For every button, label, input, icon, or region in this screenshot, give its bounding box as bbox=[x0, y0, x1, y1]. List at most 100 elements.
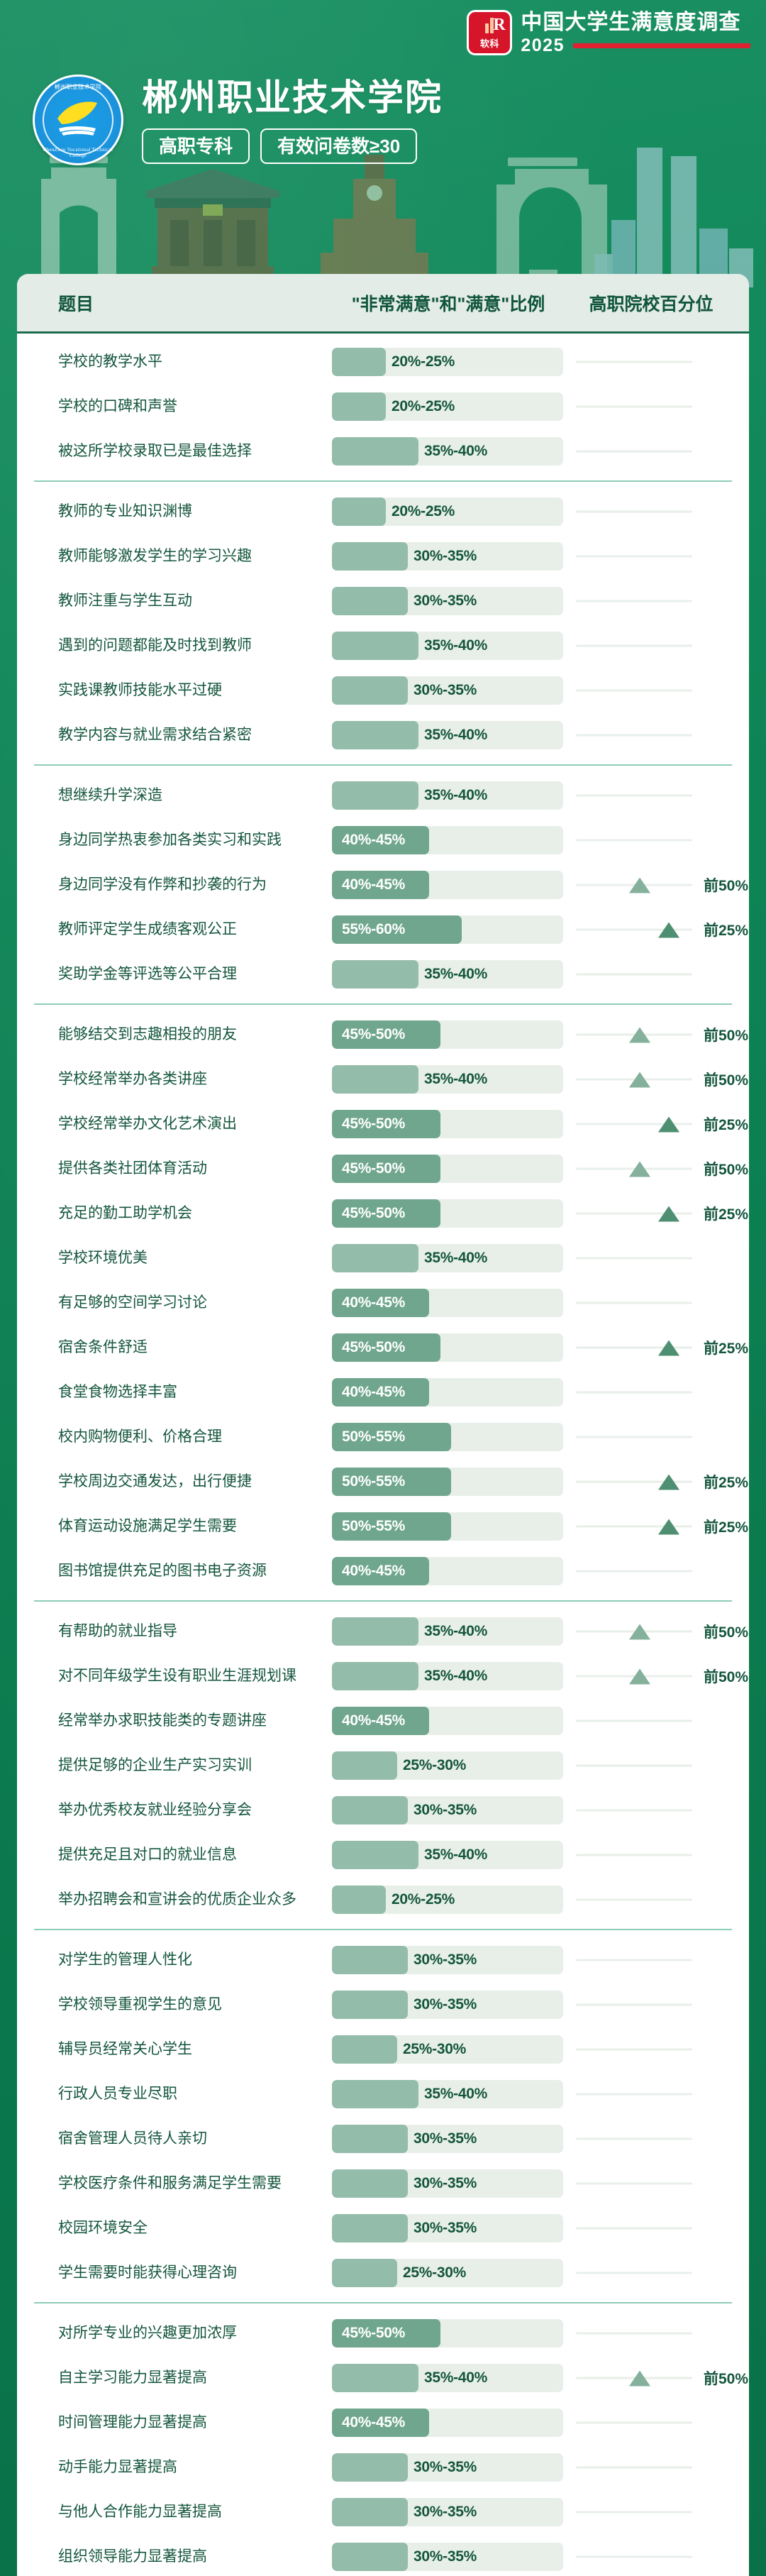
bar-track: 40%-45% bbox=[332, 825, 563, 854]
bar-value-label: 20%-25% bbox=[392, 502, 455, 519]
satisfaction-bar-cell: 35%-40% bbox=[332, 1661, 565, 1690]
bar-track: 25%-30% bbox=[332, 2258, 563, 2287]
satisfaction-bar-cell: 30%-35% bbox=[332, 2124, 565, 2153]
percentile-cell bbox=[565, 676, 749, 705]
bar-fill bbox=[332, 2169, 408, 2198]
bar-value-label: 30%-35% bbox=[413, 592, 477, 609]
question-label: 奖助学金等评选等公平合理 bbox=[58, 965, 237, 982]
seal-bottom-text: ChenZhou Vocational Technical College bbox=[43, 147, 113, 158]
bar-value-label: 40%-45% bbox=[342, 1383, 405, 1400]
percentile-line bbox=[576, 915, 692, 944]
satisfaction-bar-cell: 50%-55% bbox=[332, 1422, 565, 1451]
table-row: 教师注重与学生互动 30%-35% bbox=[17, 578, 749, 623]
question-group: 对学生的管理人性化 30%-35% 学校领导重视学生的意见 30%-35% 辅导员经常关… bbox=[17, 1929, 749, 2295]
bar-value-label: 35%-40% bbox=[424, 637, 487, 654]
question-label: 学校周边交通发达，出行便捷 bbox=[58, 1473, 252, 1490]
percentile-cell bbox=[565, 2259, 749, 2287]
bar-track: 45%-50% bbox=[332, 2318, 563, 2347]
satisfaction-bar-cell: 35%-40% bbox=[332, 720, 565, 749]
bar-track: 30%-35% bbox=[332, 1795, 563, 1824]
bar-fill bbox=[332, 1020, 440, 1049]
brand-text: 中国大学生满意度调查 2025 bbox=[521, 11, 750, 55]
percentile-cell bbox=[565, 1751, 749, 1780]
satisfaction-bar-cell: 50%-55% bbox=[332, 1512, 565, 1541]
question-label: 辅导员经常关心学生 bbox=[58, 2040, 192, 2057]
bar-value-label: 50%-55% bbox=[342, 1473, 405, 1490]
column-header-ratio: "非常满意"和"满意"比例 bbox=[351, 294, 545, 314]
bar-fill bbox=[332, 2079, 418, 2108]
bar-value-label: 35%-40% bbox=[424, 442, 487, 459]
table-row: 宿舍条件舒适 45%-50% 前25% bbox=[17, 1325, 749, 1370]
table-row: 学校周边交通发达，出行便捷 50%-55% 前25% bbox=[17, 1459, 749, 1504]
question-label: 有足够的空间学习讨论 bbox=[58, 1294, 207, 1311]
satisfaction-bar-cell: 20%-25% bbox=[332, 347, 565, 376]
satisfaction-bar-cell: 40%-45% bbox=[332, 1556, 565, 1585]
question-label: 图书馆提供充足的图书电子资源 bbox=[58, 1562, 267, 1579]
bar-value-label: 40%-45% bbox=[342, 2413, 405, 2431]
bar-value-label: 45%-50% bbox=[342, 1204, 405, 1221]
percentile-label: 前50% bbox=[704, 1072, 749, 1089]
satisfaction-bar-cell: 30%-35% bbox=[332, 676, 565, 705]
satisfaction-bar-cell: 30%-35% bbox=[332, 2213, 565, 2242]
bar-value-label: 30%-35% bbox=[413, 2219, 477, 2236]
percentile-marker-triangle-icon bbox=[658, 1205, 680, 1221]
school-text: 郴州职业技术学院 高职专科 有效问卷数≥30 bbox=[142, 75, 443, 164]
percentile-cell bbox=[565, 1244, 749, 1272]
table-row: 与他人合作能力显著提高 30%-35% bbox=[17, 2489, 749, 2534]
question-label: 想继续升学深造 bbox=[58, 786, 162, 803]
satisfaction-bar-cell: 30%-35% bbox=[332, 586, 565, 615]
table-row: 教师的专业知识渊博 20%-25% bbox=[17, 489, 749, 534]
bar-value-label: 25%-30% bbox=[403, 2264, 466, 2281]
bar-value-label: 35%-40% bbox=[424, 1622, 487, 1639]
table-row: 被这所学校录取已是最佳选择 35%-40% bbox=[17, 429, 749, 473]
percentile-cell bbox=[565, 1423, 749, 1451]
question-group: 学校的教学水平 20%-25% 学校的口碑和声誉 20%-25% 被这所学校录取已是最佳… bbox=[17, 339, 749, 473]
satisfaction-bar-cell: 45%-50% bbox=[332, 1333, 565, 1362]
percentile-line bbox=[576, 2080, 692, 2108]
bar-fill bbox=[332, 2408, 429, 2437]
satisfaction-bar-cell: 40%-45% bbox=[332, 2408, 565, 2437]
satisfaction-bar-cell: 30%-35% bbox=[332, 2497, 565, 2526]
bar-fill bbox=[332, 2124, 408, 2153]
bar-track: 45%-50% bbox=[332, 1020, 563, 1049]
question-label: 体育运动设施满足学生需要 bbox=[58, 1517, 237, 1534]
bar-track: 25%-30% bbox=[332, 1751, 563, 1780]
table-row: 对不同年级学生设有职业生涯规划课 35%-40% 前50% bbox=[17, 1653, 749, 1698]
percentile-cell bbox=[565, 826, 749, 854]
bar-track: 40%-45% bbox=[332, 1556, 563, 1585]
percentile-label: 前50% bbox=[704, 1027, 749, 1044]
percentile-cell bbox=[565, 1991, 749, 2019]
percentile-cell bbox=[565, 2543, 749, 2571]
shanghairanking-logo-icon: R 软科 bbox=[467, 10, 513, 55]
bar-track: 45%-50% bbox=[332, 1199, 563, 1228]
bar-track: 20%-25% bbox=[332, 392, 563, 421]
percentile-line bbox=[576, 2169, 692, 2198]
logo-bars-icon bbox=[485, 16, 494, 33]
percentile-line bbox=[576, 2035, 692, 2064]
percentile-line bbox=[576, 2259, 692, 2287]
question-label: 身边同学热衷参加各类实习和实践 bbox=[58, 831, 282, 848]
question-label: 时间管理能力显著提高 bbox=[58, 2413, 207, 2431]
question-label: 教师注重与学生互动 bbox=[58, 592, 192, 609]
question-label: 举办招聘会和宣讲会的优质企业众多 bbox=[58, 1890, 296, 1908]
bar-track: 30%-35% bbox=[332, 2497, 563, 2526]
table-row: 辅导员经常关心学生 25%-30% bbox=[17, 2027, 749, 2071]
table-header-row: 题目 "非常满意"和"满意"比例 高职院校百分位 bbox=[17, 274, 749, 334]
bar-fill bbox=[332, 720, 418, 749]
percentile-marker-triangle-icon bbox=[658, 1518, 680, 1534]
question-label: 宿舍条件舒适 bbox=[58, 1338, 148, 1355]
campus-skyline-decoration bbox=[41, 148, 753, 287]
bar-fill bbox=[332, 392, 386, 421]
bar-fill bbox=[332, 781, 418, 810]
satisfaction-bar-cell: 45%-50% bbox=[332, 2318, 565, 2347]
table-row: 教学内容与就业需求结合紧密 35%-40% bbox=[17, 712, 749, 757]
percentile-cell bbox=[565, 2125, 749, 2153]
bar-fill bbox=[332, 1795, 408, 1824]
brand-header: R 软科 中国大学生满意度调查 2025 bbox=[467, 10, 750, 55]
bar-fill bbox=[332, 2363, 418, 2392]
percentile-line bbox=[576, 1512, 692, 1541]
percentile-line bbox=[576, 1289, 692, 1317]
bar-fill bbox=[332, 676, 408, 705]
bar-fill bbox=[332, 1333, 440, 1362]
percentile-marker-triangle-icon bbox=[629, 1160, 651, 1177]
